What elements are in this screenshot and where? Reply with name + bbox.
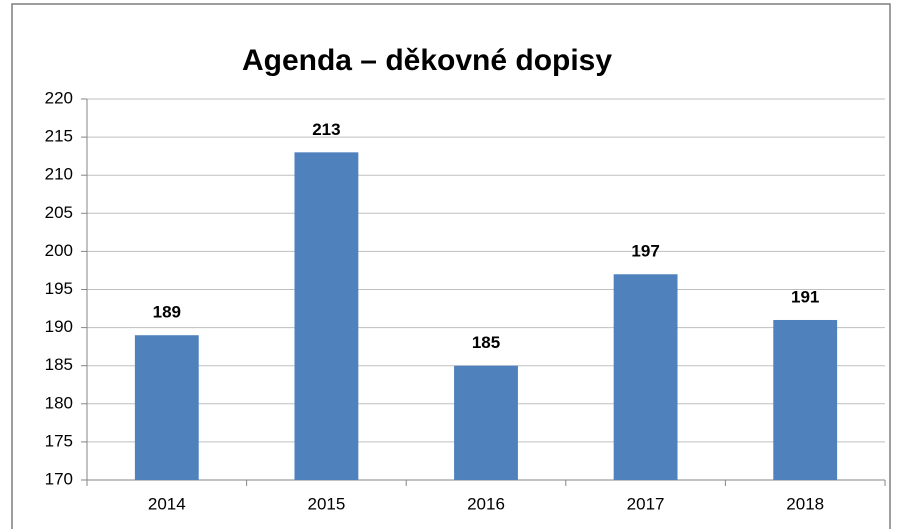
data-label: 191	[791, 287, 819, 306]
bar	[613, 274, 678, 480]
y-tick-label: 190	[45, 317, 73, 336]
data-label: 213	[312, 120, 340, 139]
data-label: 189	[153, 303, 181, 322]
x-tick-label: 2017	[627, 494, 665, 513]
bar	[294, 152, 359, 480]
chart-title: Agenda – děkovné dopisy	[242, 44, 612, 77]
x-tick-label: 2015	[307, 494, 345, 513]
y-tick-label: 195	[45, 279, 73, 298]
y-tick-label: 220	[45, 88, 73, 107]
x-tick-label: 2016	[467, 494, 505, 513]
x-tick-label: 2018	[786, 494, 824, 513]
bar	[454, 365, 518, 480]
y-tick-label: 170	[45, 469, 73, 488]
y-tick-label: 215	[45, 127, 73, 146]
y-tick-label: 210	[45, 165, 73, 184]
y-tick-label: 175	[45, 431, 73, 450]
y-tick-label: 185	[45, 355, 73, 374]
data-label: 185	[472, 333, 500, 352]
bar	[134, 335, 199, 480]
y-tick-label: 200	[45, 241, 73, 260]
bar	[773, 319, 838, 480]
x-tick-label: 2014	[148, 494, 186, 513]
data-label: 197	[631, 242, 659, 261]
y-tick-label: 180	[45, 393, 73, 412]
y-tick-label: 205	[45, 203, 73, 222]
